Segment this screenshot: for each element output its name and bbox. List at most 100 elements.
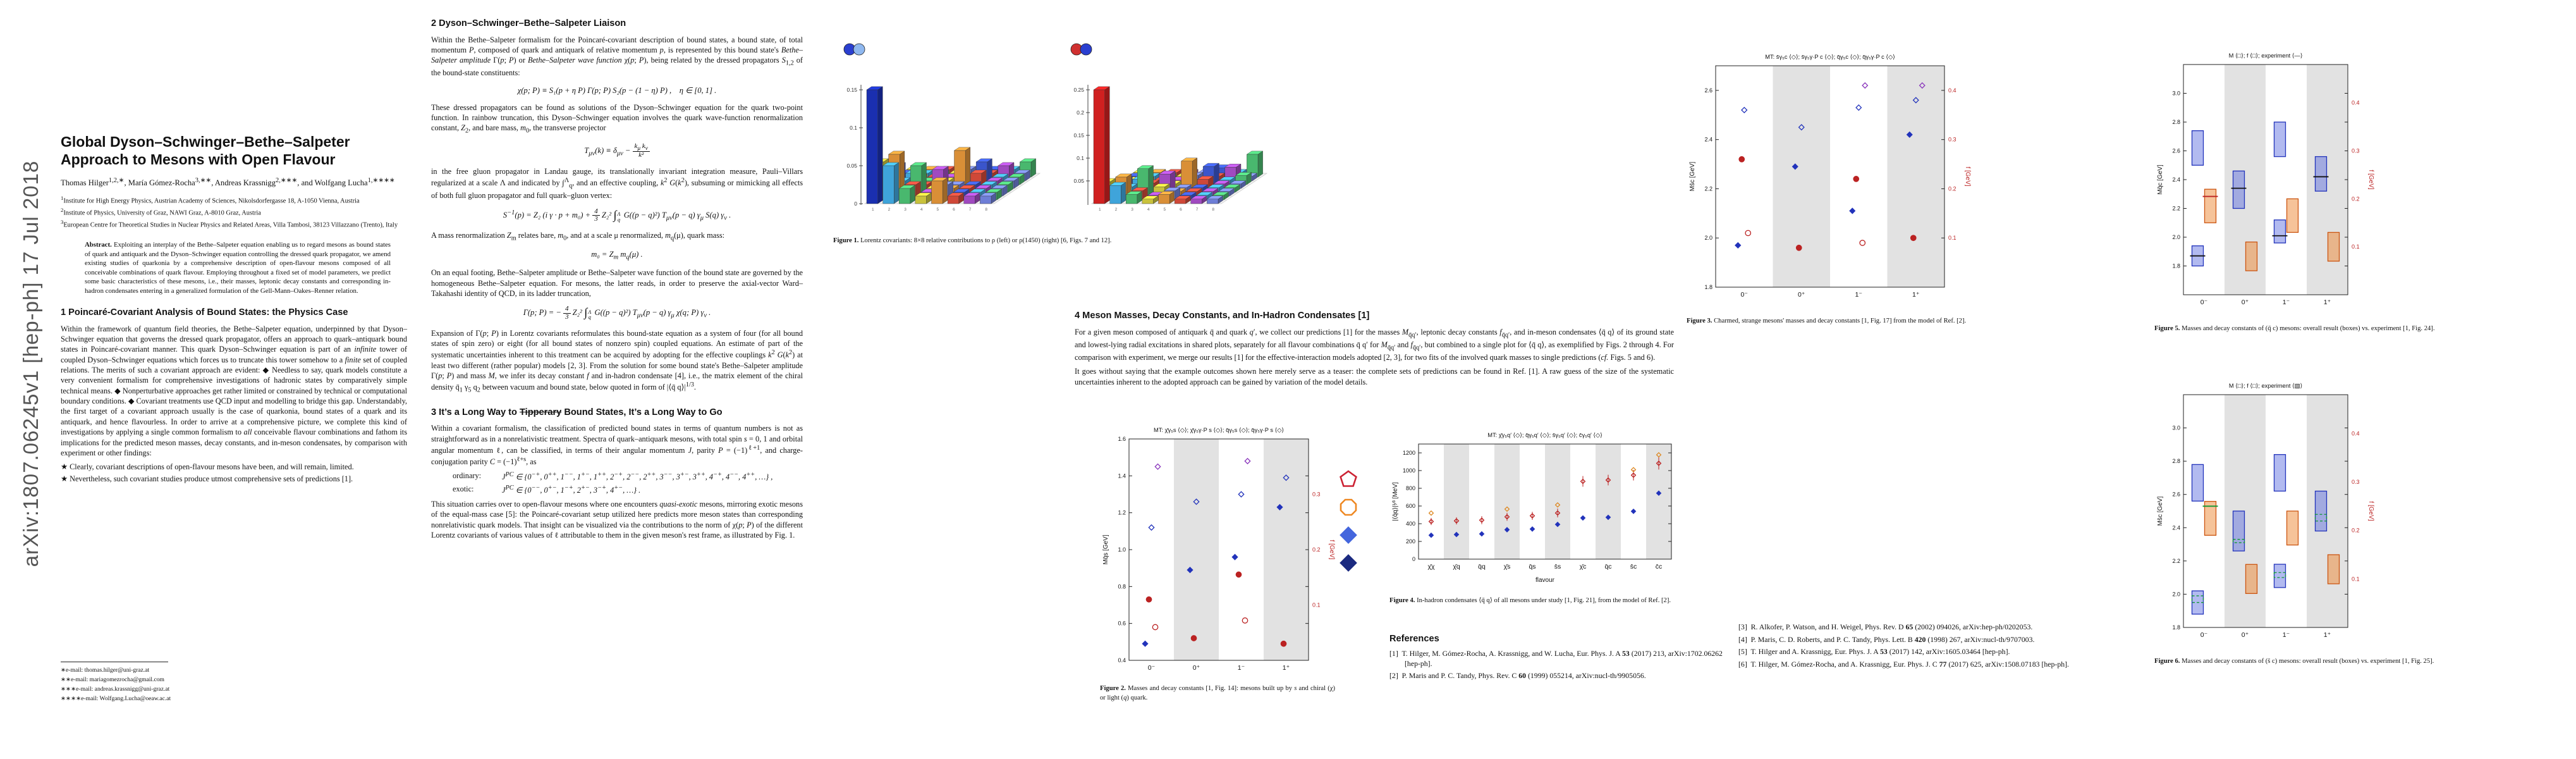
reference-6: [6] T. Hilger, M. Gómez-Rocha, and A. Kr…	[1738, 659, 2070, 669]
equation-transverse-projector: Tμν(k) ≡ δμν − kμ kν k²	[431, 142, 803, 159]
svg-text:1000: 1000	[1403, 467, 1415, 474]
svg-text:600: 600	[1406, 503, 1415, 509]
svg-text:0.3: 0.3	[1948, 137, 1956, 143]
reference-5: [5] T. Hilger and A. Krassnigg, Eur. Phy…	[1738, 647, 2010, 657]
svg-text:1.2: 1.2	[1118, 510, 1126, 516]
svg-text:f [GeV]: f [GeV]	[2367, 170, 2374, 189]
svg-text:q̄c: q̄c	[1604, 563, 1611, 571]
svg-text:0⁺: 0⁺	[2242, 631, 2249, 639]
svg-text:2.8: 2.8	[2172, 119, 2180, 125]
svg-text:1.8: 1.8	[2172, 624, 2180, 631]
svg-text:0.2: 0.2	[1948, 185, 1956, 192]
svg-text:0.25: 0.25	[1073, 87, 1084, 93]
section-2-paragraph-5: On an equal footing, Bethe–Salpeter ampl…	[431, 268, 803, 299]
svg-text:MT: χ̄γ₅q′ ⟨◇⟩; q̄γ₅q′ ⟨◇⟩;: MT: χ̄γ₅q′ ⟨◇⟩; q̄γ₅q′ ⟨◇⟩; s̄γ₅q′ ⟨◇⟩; …	[1487, 432, 1602, 438]
section-2-paragraph-6: Expansion of Γ(p; P) in Lorentz covarian…	[431, 328, 803, 394]
affiliation-1: 1Institute for High Energy Physics, Aust…	[61, 194, 360, 205]
references-heading: References	[1389, 634, 1439, 644]
svg-text:2.2: 2.2	[2172, 206, 2180, 212]
section-4-paragraph-2: It goes without saying that the example …	[1075, 367, 1674, 386]
svg-text:0.1: 0.1	[1312, 602, 1321, 608]
figure-6: 1.8 2.0 2.2 2.4 2.6 2.8 3.0 0.1 0.2 0.3 0.4 0⁻ 0⁺ 1⁻ 1…	[2154, 378, 2477, 667]
svg-text:0.3: 0.3	[2352, 148, 2360, 154]
paper-title: Global Dyson–Schwinger–Bethe–Salpeter Ap…	[61, 133, 350, 168]
svg-text:2.6: 2.6	[2172, 491, 2180, 498]
affiliation-3: 3European Centre for Theoretical Studies…	[61, 219, 398, 229]
svg-text:0.3: 0.3	[2352, 479, 2360, 485]
section-4-paragraph-1: For a given meson composed of antiquark …	[1075, 327, 1674, 362]
svg-text:χ̄c: χ̄c	[1580, 563, 1587, 571]
figure-6-chart: 1.8 2.0 2.2 2.4 2.6 2.8 3.0 0.1 0.2 0.3 0.4 0⁻ 0⁺ 1⁻ 1…	[2157, 383, 2374, 639]
theory-column: 2 Dyson–Schwinger–Bethe–Salpeter Liaison…	[431, 18, 803, 544]
footnotes: ∗e-mail: thomas.hilger@uni-graz.at ∗∗e-m…	[61, 662, 407, 703]
svg-text:0.1: 0.1	[1948, 235, 1956, 241]
jpc-ordinary-row: ordinary: JPC ∈ {0−+, 0++, 1−−, 1+−, 1++…	[453, 471, 803, 482]
svg-text:4: 4	[920, 207, 923, 212]
svg-text:0.1: 0.1	[850, 125, 857, 131]
svg-text:χ̄s: χ̄s	[1504, 563, 1511, 571]
svg-text:0⁻: 0⁻	[2201, 631, 2208, 639]
svg-text:|⟨q̄q⟩|¹⁄³ [MeV]: |⟨q̄q⟩|¹⁄³ [MeV]	[1392, 482, 1399, 521]
svg-text:800: 800	[1406, 485, 1415, 491]
section-2-paragraph-3: in the free gluon propagator in Landau g…	[431, 166, 803, 201]
figure-2-legend-icons	[1340, 470, 1357, 572]
strikethrough-word: Tipperary	[520, 407, 562, 417]
section-1-bullet-2: ★ Nevertheless, such covariant studies p…	[61, 474, 353, 483]
section-2-paragraph-4: A mass renormalization Zm relates bare, …	[431, 230, 725, 242]
svg-text:0.2: 0.2	[1312, 546, 1321, 553]
svg-text:flavour: flavour	[1535, 577, 1555, 584]
reference-2: [2] P. Maris and P. C. Tandy, Phys. Rev.…	[1389, 671, 1646, 681]
references-block-2: [3] R. Alkofer, P. Watson, and H. Weigel…	[1738, 620, 2096, 672]
svg-text:1.6: 1.6	[1118, 436, 1126, 442]
svg-text:1⁺: 1⁺	[1912, 291, 1920, 299]
svg-text:0.2: 0.2	[2352, 528, 2360, 534]
footnote-1: ∗e-mail: thomas.hilger@uni-graz.at	[61, 667, 150, 674]
svg-text:0⁻: 0⁻	[2201, 299, 2208, 306]
section-2-paragraph-2: These dressed propagators can be found a…	[431, 102, 803, 135]
figure-4: 0 200 400 600 800 1000 1200 χ̄χ χ̄q q̄q χ̄s q̄s s̄s χ…	[1389, 428, 1724, 606]
svg-text:c̄c: c̄c	[1656, 563, 1663, 571]
svg-text:8: 8	[985, 207, 987, 212]
svg-text:s̄c: s̄c	[1630, 563, 1637, 571]
svg-text:0⁻: 0⁻	[1148, 664, 1156, 672]
section-3-heading: 3 It’s a Long Way to Tipperary Bound Sta…	[431, 407, 723, 417]
svg-text:1⁻: 1⁻	[2283, 631, 2290, 639]
svg-text:q̄s: q̄s	[1529, 563, 1535, 571]
svg-text:2.0: 2.0	[2172, 234, 2180, 240]
svg-text:7: 7	[1196, 207, 1199, 212]
svg-text:Mq̄s [GeV]: Mq̄s [GeV]	[1102, 534, 1109, 564]
figure-5: 1.8 2.0 2.2 2.4 2.6 2.8 3.0 0.1 0.2 0.3 0.4 0⁻ 0⁺ 1⁻ 1…	[2154, 48, 2477, 334]
svg-text:0.05: 0.05	[846, 163, 857, 169]
svg-text:MT: s̄γ₅c ⟨◇⟩; s̄γ₅γ·P c ⟨◇⟩: MT: s̄γ₅c ⟨◇⟩; s̄γ₅γ·P c ⟨◇⟩; q̄γ₅c ⟨◇⟩;…	[1765, 54, 1895, 60]
svg-text:0.4: 0.4	[1948, 87, 1956, 94]
svg-text:0.2: 0.2	[2352, 195, 2360, 202]
figure-2-caption: Figure 2. Masses and decay constants [1,…	[1100, 685, 1335, 701]
svg-text:0.2: 0.2	[1077, 109, 1084, 116]
svg-text:1: 1	[1099, 207, 1101, 212]
svg-text:1.8: 1.8	[1704, 284, 1712, 290]
jpc-exotic-values: JPC ∈ {0−−, 0+−, 1−+, 2+−, 3−+, 4+−, …} …	[502, 484, 641, 495]
abstract-text: Exploiting an interplay of the Bethe–Sal…	[85, 241, 391, 295]
svg-text:200: 200	[1406, 538, 1415, 545]
svg-text:0⁺: 0⁺	[1798, 291, 1805, 299]
references-block-1: References [1] T. Hilger, M. Gómez-Rocha…	[1389, 634, 1724, 684]
figure-2-chart-row: 0.4 0.6 0.8 1.0 1.2 1.4 1.6 0.1 0.2 0.3 0⁻ 0⁺ 1⁻ 1⁺ MT…	[1100, 423, 1372, 679]
affiliation-2: 2Institute of Physics, University of Gra…	[61, 206, 261, 217]
svg-text:7: 7	[969, 207, 972, 212]
svg-text:0: 0	[854, 201, 857, 207]
figure-4-chart: 0 200 400 600 800 1000 1200 χ̄χ χ̄q q̄q χ̄s q̄s s̄s χ…	[1392, 432, 1672, 584]
svg-text:1.0: 1.0	[1118, 546, 1126, 553]
svg-text:0.1: 0.1	[2352, 576, 2360, 582]
svg-text:0.15: 0.15	[1073, 132, 1084, 139]
svg-text:5: 5	[1164, 207, 1166, 212]
svg-text:1⁺: 1⁺	[1283, 664, 1290, 672]
svg-text:2.4: 2.4	[2172, 176, 2180, 183]
jpc-ordinary-values: JPC ∈ {0−+, 0++, 1−−, 1+−, 1++, 2−+, 2−−…	[502, 471, 773, 481]
footnote-3: ∗∗∗e-mail: andreas.krassnigg@uni-graz.at	[61, 685, 170, 693]
svg-text:1.8: 1.8	[2172, 263, 2180, 269]
svg-text:400: 400	[1406, 521, 1415, 527]
figure-5-caption: Figure 5. Masses and decay constants of …	[2154, 325, 2435, 332]
jpc-exotic-label: exotic:	[453, 484, 474, 493]
section-2-heading: 2 Dyson–Schwinger–Bethe–Salpeter Liaison	[431, 18, 626, 28]
